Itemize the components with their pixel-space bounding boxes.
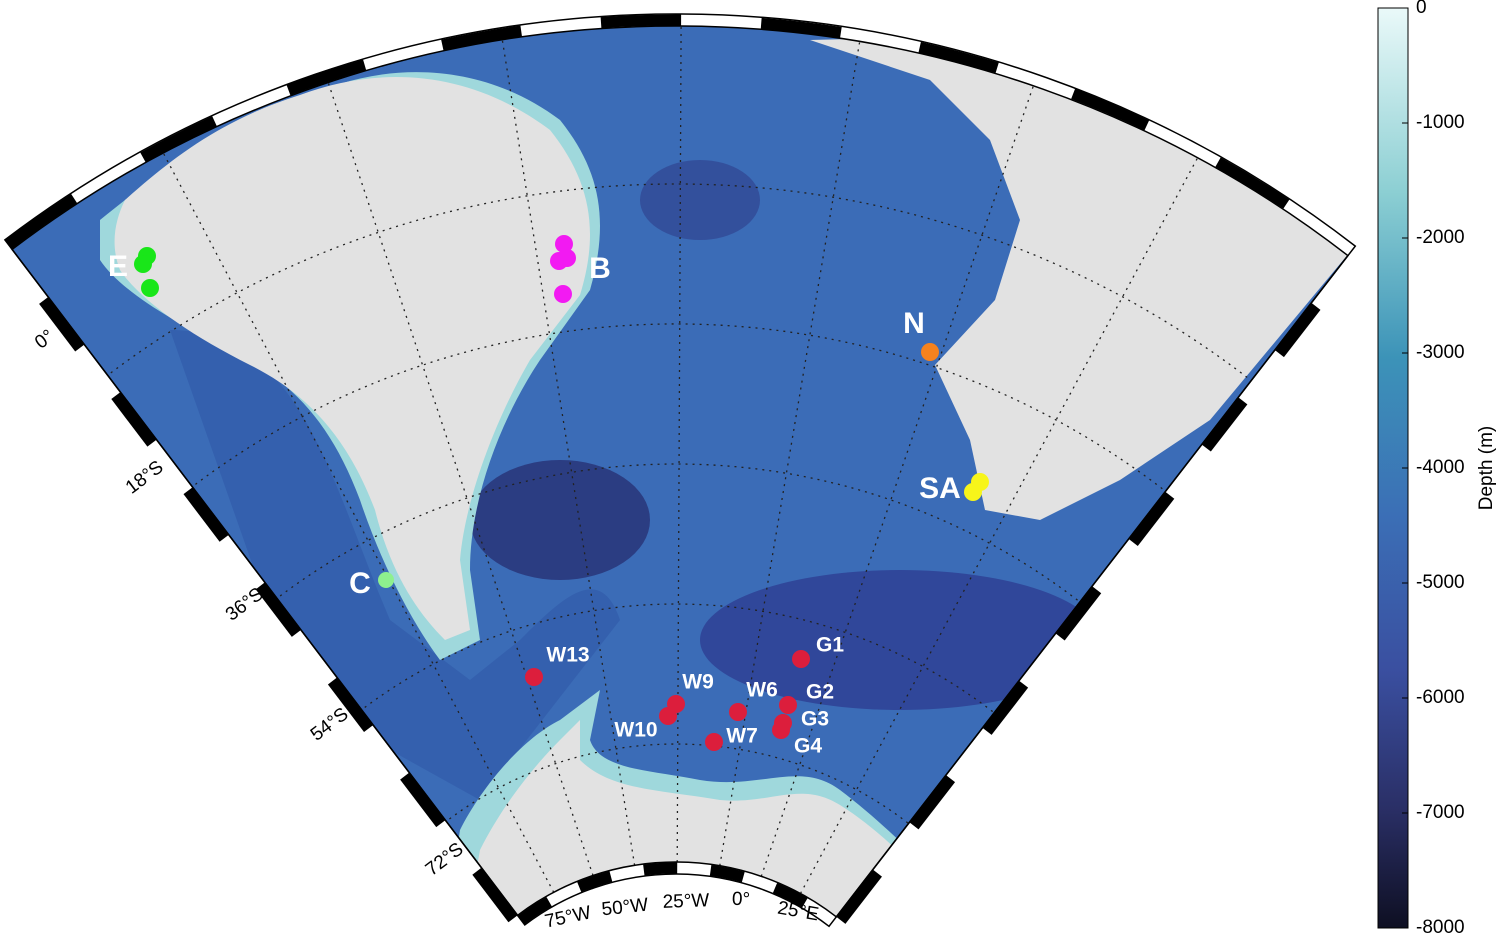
graticule xyxy=(35,25,1324,894)
site-label: G3 xyxy=(801,708,829,731)
site-label: G4 xyxy=(794,735,822,758)
site-label: N xyxy=(903,307,925,340)
frame-segment xyxy=(577,871,613,893)
colorbar-tick-label: -6000 xyxy=(1416,687,1465,708)
parallel xyxy=(130,323,1227,544)
colorbar-ticks: 0 -1000 -2000 -3000 -4000 -5000 -6000 -7000 -800… xyxy=(1402,0,1465,938)
map-body xyxy=(12,25,1348,917)
site-label: C xyxy=(349,567,371,600)
frame-segment xyxy=(1202,397,1248,452)
south-america xyxy=(114,77,591,641)
site-marker xyxy=(558,249,576,267)
site-marker xyxy=(525,668,543,686)
site-label: W13 xyxy=(546,644,589,667)
colorbar-label: Depth (m) xyxy=(1476,426,1497,510)
colorbar-tick-label: -7000 xyxy=(1416,802,1465,823)
frame-segment xyxy=(183,487,229,542)
site-marker xyxy=(964,483,982,501)
site-marker xyxy=(779,696,797,714)
colorbar-tick-label: -2000 xyxy=(1416,227,1465,248)
site-marker xyxy=(134,255,152,273)
frame-segment xyxy=(400,772,445,828)
colorbar-tick-label: -3000 xyxy=(1416,342,1465,363)
site-marker xyxy=(378,572,394,588)
frame-segment xyxy=(39,297,84,352)
site-marker xyxy=(554,285,572,303)
longitude-label: 25°W xyxy=(662,890,709,913)
longitude-label: 50°W xyxy=(601,895,650,921)
parallel xyxy=(35,183,1324,443)
parallel xyxy=(416,743,938,849)
frame-segment xyxy=(1215,157,1290,209)
site-marker xyxy=(792,650,810,668)
site-marker xyxy=(659,707,677,725)
frame-band xyxy=(3,13,1357,928)
site-label: G2 xyxy=(806,681,834,704)
site-label: E xyxy=(108,250,128,283)
frame-segment xyxy=(140,116,217,163)
site-marker xyxy=(772,721,790,739)
site-marker xyxy=(705,733,723,751)
frame-segment xyxy=(909,775,956,830)
site-marker xyxy=(729,703,747,721)
frame-segment xyxy=(643,862,678,876)
parallel xyxy=(321,603,1035,748)
site-label: SA xyxy=(919,472,961,505)
frame-segment xyxy=(472,868,518,923)
latitude-label: 18°S xyxy=(122,457,168,499)
frame-segment xyxy=(772,882,808,908)
frame-band xyxy=(11,25,1349,918)
site-label: W9 xyxy=(682,671,714,694)
site-marker xyxy=(555,235,573,253)
frame-segment xyxy=(286,59,367,96)
colorbar-tick-label: -4000 xyxy=(1416,457,1465,478)
deep-basin xyxy=(170,330,620,800)
frame-segment xyxy=(709,864,745,883)
frame-segment xyxy=(5,193,78,249)
frame-segment xyxy=(918,41,999,74)
latitude-label: 54°S xyxy=(307,704,353,746)
frame-segment xyxy=(600,14,682,29)
colorbar-tick-label: 0 xyxy=(1416,0,1427,18)
colorbar-tick-label: -5000 xyxy=(1416,572,1465,593)
colorbar-tick-label: -1000 xyxy=(1416,112,1465,133)
deep-basin xyxy=(640,160,760,240)
frame-segment xyxy=(836,869,882,924)
deep-basin xyxy=(470,460,650,580)
frame-segment xyxy=(255,582,301,637)
site-label: G1 xyxy=(816,634,844,657)
frame-segment xyxy=(760,17,842,38)
frame-segment xyxy=(111,392,157,447)
deep-basin xyxy=(700,570,1100,710)
frame-segment xyxy=(441,25,522,51)
frame-segment xyxy=(1275,303,1321,358)
frame-segment xyxy=(517,896,552,925)
parallel xyxy=(226,463,1131,646)
frame-segment xyxy=(1129,492,1175,547)
frame-segment xyxy=(982,680,1029,735)
site-label: B xyxy=(589,252,611,285)
longitude-label: 0° xyxy=(732,889,751,911)
map-frame xyxy=(3,13,1357,928)
latitude-label: 0° xyxy=(31,326,58,354)
site-marker xyxy=(921,343,939,361)
frame-segment xyxy=(327,677,373,733)
colorbar-tick-label: -8000 xyxy=(1416,917,1465,938)
sites: E B N SA C W13 W9 W6 G1 G2 G3 W10 W7 G4 xyxy=(108,235,989,758)
site-label: W6 xyxy=(746,679,778,702)
site-marker xyxy=(141,279,159,297)
frame-segment xyxy=(1071,88,1150,131)
latitude-label: 72°S xyxy=(422,839,468,881)
site-label: W7 xyxy=(726,725,758,748)
frame-segment xyxy=(1055,586,1102,641)
site-label: W10 xyxy=(614,719,657,742)
